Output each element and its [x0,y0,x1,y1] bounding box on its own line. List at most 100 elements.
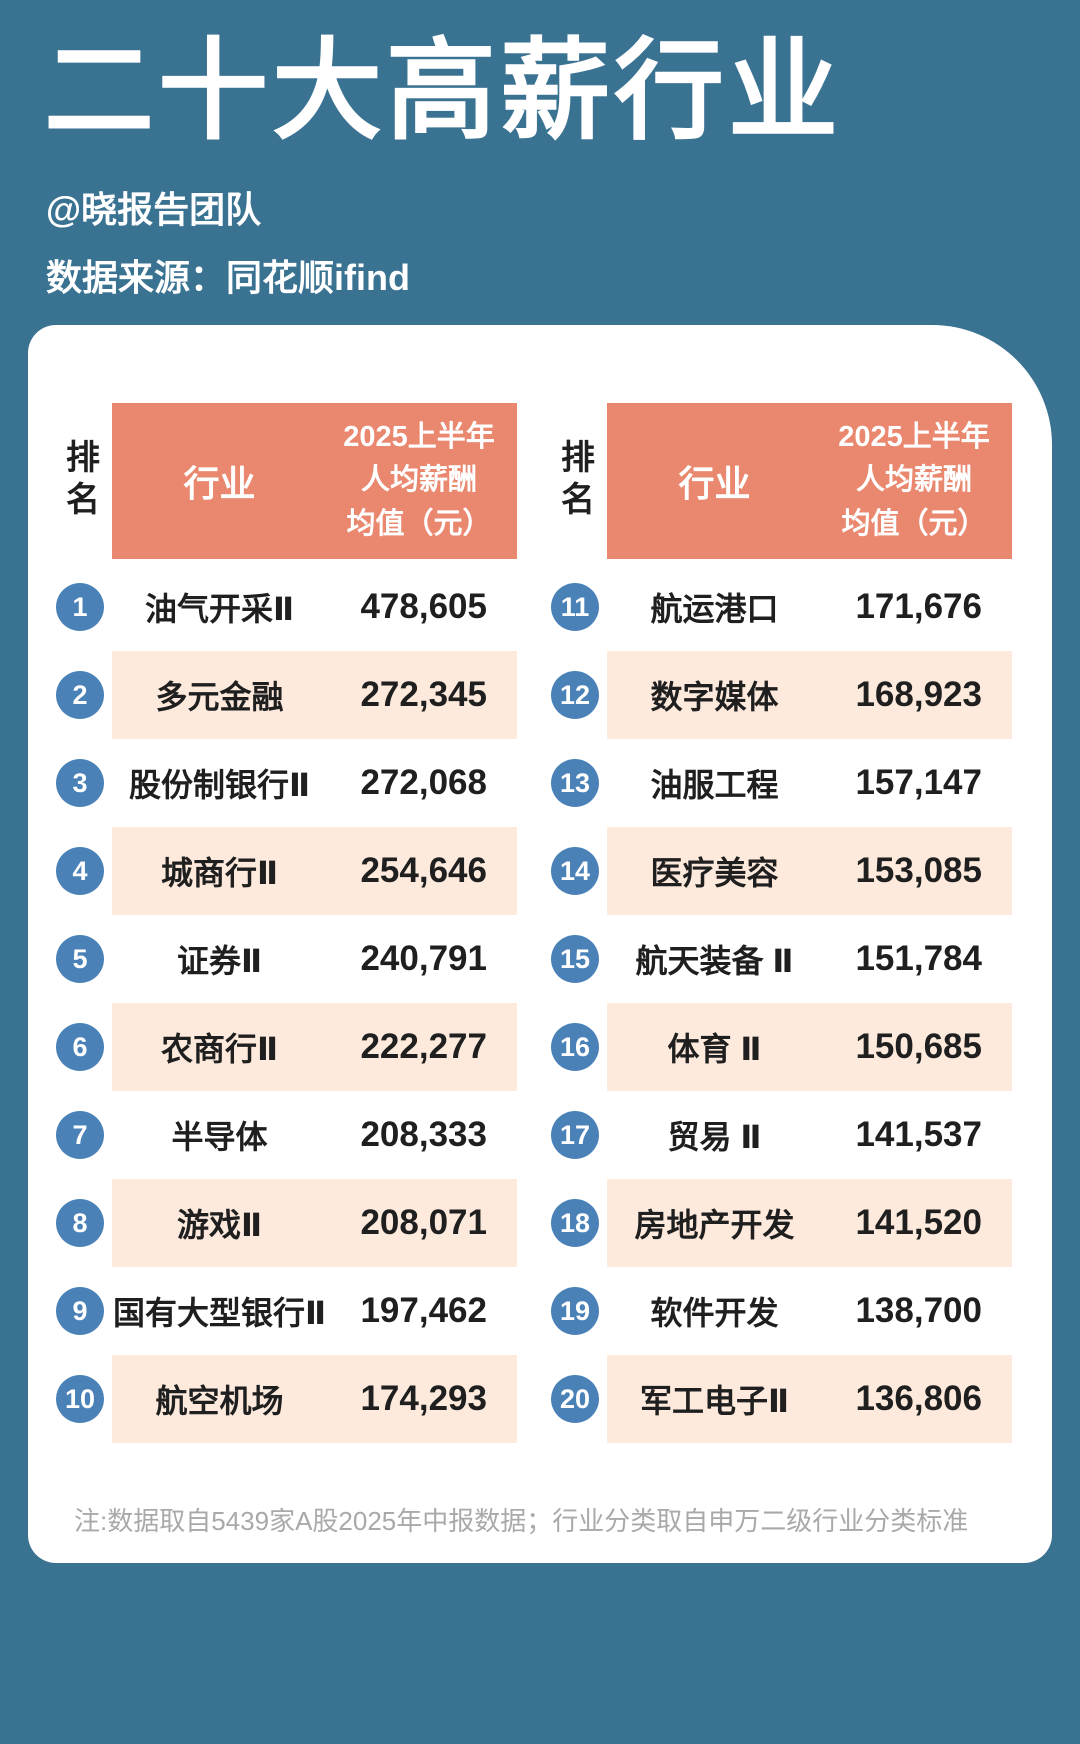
salary-value: 168,923 [855,675,982,715]
salary-column-header: 2025上半年 人均薪酬 均值（元） [327,416,517,547]
salary-value: 141,537 [855,1115,982,1155]
rank-badge: 17 [551,1111,599,1160]
table-header-right: 排名 行业 2025上半年 人均薪酬 均值（元） [543,403,1012,560]
table-row: 2 多元金融 272,345 [48,651,517,740]
rank-header-cell: 排名 [48,403,112,559]
salary-value: 157,147 [855,763,982,803]
row-band: 房地产开发 141,520 [607,1179,1012,1268]
rank-cell: 20 [543,1355,607,1443]
rank-badge: 9 [56,1287,104,1336]
row-band: 航空机场 174,293 [112,1355,517,1444]
salary-value: 174,293 [360,1379,487,1419]
table-row: 12 数字媒体 168,923 [543,651,1012,740]
rank-cell: 5 [48,915,112,1003]
salary-column-header: 2025上半年 人均薪酬 均值（元） [822,416,1012,547]
rank-badge: 10 [56,1375,104,1424]
footnote: 注:数据取自5439家A股2025年中报数据；行业分类取自申万二级行业分类标准 [74,1506,969,1537]
salary-header-line-1: 2025上半年 [838,420,990,453]
row-band: 股份制银行Ⅱ 272,068 [112,739,517,827]
row-band: 体育 Ⅱ 150,685 [607,1003,1012,1092]
table-row: 6 农商行Ⅱ 222,277 [48,1003,517,1092]
salary-value: 136,806 [855,1379,982,1419]
infographic-page: 二十大高薪行业 @晓报告团队 数据来源：同花顺ifind 排名 行业 2025上… [0,30,1080,1564]
rank-cell: 8 [48,1179,112,1267]
industry-label: 贸易 Ⅱ [667,1119,762,1156]
salary-value: 151,784 [855,939,982,979]
salary-value: 150,685 [855,1027,982,1067]
rank-badge: 13 [551,759,599,808]
row-band: 航天装备 Ⅱ 151,784 [607,915,1012,1003]
salary-header-line-3: 均值（元） [346,507,492,540]
industry-label: 油气开采Ⅱ [144,591,295,628]
rank-badge: 16 [551,1023,599,1072]
table-row: 15 航天装备 Ⅱ 151,784 [543,915,1012,1003]
rank-badge: 4 [56,847,104,896]
header-band: 行业 2025上半年 人均薪酬 均值（元） [607,403,1012,560]
row-band: 医疗美容 153,085 [607,827,1012,916]
salary-value: 208,333 [360,1115,487,1155]
industry-label: 农商行Ⅱ [160,1031,279,1068]
industry-column-header: 行业 [678,463,751,505]
rank-group-1-10: 排名 行业 2025上半年 人均薪酬 均值（元） 1 油气开采Ⅱ [48,403,517,1444]
rank-column-header: 排名 [60,439,99,524]
salary-value: 222,277 [360,1027,487,1067]
rank-cell: 9 [48,1267,112,1355]
industry-label: 医疗美容 [650,855,779,892]
table-row: 5 证券Ⅱ 240,791 [48,915,517,1003]
rank-badge: 19 [551,1287,599,1336]
rank-cell: 1 [48,563,112,651]
table-row: 3 股份制银行Ⅱ 272,068 [48,739,517,827]
table-header-left: 排名 行业 2025上半年 人均薪酬 均值（元） [48,403,517,560]
salary-value: 240,791 [360,939,487,979]
rank-badge: 15 [551,935,599,984]
table-row: 14 医疗美容 153,085 [543,827,1012,916]
byline: @晓报告团队 [46,189,262,231]
industry-label: 软件开发 [650,1295,779,1332]
salary-value: 254,646 [360,851,487,891]
rank-badge: 20 [551,1375,599,1424]
table-row: 13 油服工程 157,147 [543,739,1012,827]
salary-value: 153,085 [855,851,982,891]
page-title: 二十大高薪行业 [44,30,842,153]
rank-cell: 7 [48,1091,112,1179]
rank-column-header: 排名 [555,439,594,524]
industry-label: 房地产开发 [634,1207,795,1244]
rank-cell: 4 [48,827,112,915]
industry-label: 油服工程 [650,767,779,804]
salary-value: 171,676 [855,587,982,627]
table-row: 8 游戏Ⅱ 208,071 [48,1179,517,1268]
row-band: 贸易 Ⅱ 141,537 [607,1091,1012,1179]
rank-cell: 12 [543,651,607,739]
row-band: 农商行Ⅱ 222,277 [112,1003,517,1092]
industry-column-header: 行业 [183,463,256,505]
rank-badge: 11 [551,583,599,632]
rank-badge: 18 [551,1199,599,1248]
row-band: 数字媒体 168,923 [607,651,1012,740]
rank-group-11-20: 排名 行业 2025上半年 人均薪酬 均值（元） 11 航运港口 [543,403,1012,1444]
rank-cell: 2 [48,651,112,739]
salary-value: 197,462 [360,1291,487,1331]
row-band: 证券Ⅱ 240,791 [112,915,517,1003]
table-row: 4 城商行Ⅱ 254,646 [48,827,517,916]
table-row: 17 贸易 Ⅱ 141,537 [543,1091,1012,1179]
row-band: 游戏Ⅱ 208,071 [112,1179,517,1268]
rank-cell: 15 [543,915,607,1003]
rank-badge: 2 [56,671,104,720]
rank-badge: 5 [56,935,104,984]
table-row: 20 军工电子Ⅱ 136,806 [543,1355,1012,1444]
rank-cell: 18 [543,1179,607,1267]
row-band: 油服工程 157,147 [607,739,1012,827]
industry-label: 证券Ⅱ [176,943,263,980]
row-band: 软件开发 138,700 [607,1267,1012,1355]
table-row: 1 油气开采Ⅱ 478,605 [48,563,517,651]
salary-value: 272,345 [360,675,487,715]
industry-label: 股份制银行Ⅱ [128,767,311,804]
industry-label: 体育 Ⅱ [667,1031,762,1068]
rank-badge: 7 [56,1111,104,1160]
rank-cell: 17 [543,1091,607,1179]
industry-label: 国有大型银行Ⅱ [112,1295,327,1332]
row-band: 城商行Ⅱ 254,646 [112,827,517,916]
industry-label: 数字媒体 [650,679,779,716]
table-card: 排名 行业 2025上半年 人均薪酬 均值（元） 1 油气开采Ⅱ [28,325,1052,1564]
table-row: 16 体育 Ⅱ 150,685 [543,1003,1012,1092]
